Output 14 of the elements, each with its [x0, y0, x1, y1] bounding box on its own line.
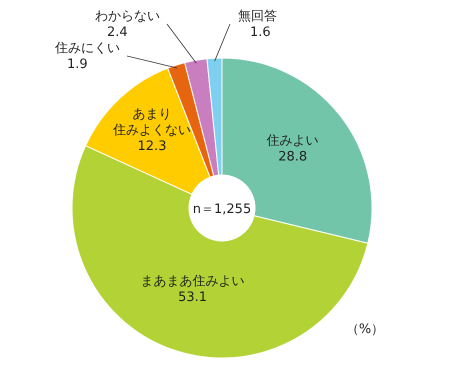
- slice-label: 住みよい: [266, 133, 319, 148]
- slice-label: わからない: [95, 9, 160, 24]
- slice-label: まあまあ住みよい: [140, 274, 245, 290]
- text: （%）: [346, 322, 384, 337]
- slice-label: 無回答: [238, 9, 277, 24]
- data-label: 28.8: [278, 149, 308, 164]
- slice-label: 住みにくい: [54, 41, 120, 56]
- text: n＝1,255: [192, 202, 252, 217]
- data-label: 1.9: [67, 57, 88, 72]
- data-label: 53.1: [178, 290, 208, 306]
- slice-label: あまり住みよくない: [112, 106, 191, 138]
- data-label: 1.6: [250, 25, 271, 40]
- data-label: 2.4: [107, 25, 128, 40]
- data-label: 12.3: [138, 138, 166, 154]
